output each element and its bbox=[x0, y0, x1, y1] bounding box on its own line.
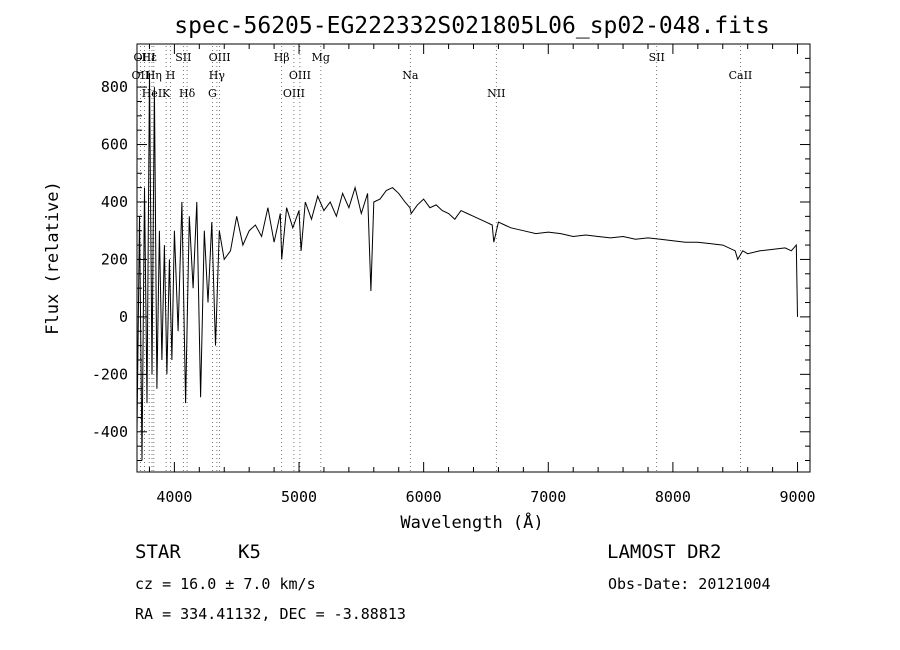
x-tick-label: 9000 bbox=[779, 488, 815, 506]
plot-frame bbox=[136, 43, 811, 473]
y-tick-label: 0 bbox=[119, 308, 128, 326]
y-tick-label: 800 bbox=[101, 78, 128, 96]
spectral-line-label: Hγ bbox=[209, 69, 226, 82]
spectral-line-label: SII bbox=[649, 51, 665, 64]
flux-series-line bbox=[136, 72, 798, 461]
spectral-line-label: Mg bbox=[312, 51, 330, 64]
spectral-line-label: Hδ bbox=[179, 87, 196, 100]
spectral-line-label: H bbox=[166, 69, 176, 82]
observation-date: Obs-Date: 20121004 bbox=[608, 575, 771, 593]
survey-name: LAMOST DR2 bbox=[607, 541, 722, 563]
y-tick-label: 200 bbox=[101, 250, 128, 268]
spectral-line-label: OIII bbox=[209, 51, 231, 64]
chart-title: spec-56205-EG222332S021805L06_sp02-048.f… bbox=[174, 13, 769, 39]
axis-ticks: 4000 5000 6000 7000 8000 9000 -400 -200 0 200 400 6… bbox=[92, 44, 816, 506]
redshift-velocity: cz = 16.0 ± 7.0 km/s bbox=[135, 575, 316, 593]
spectral-line-label: OII bbox=[132, 69, 150, 82]
y-tick-label: 600 bbox=[101, 136, 128, 154]
spectral-line-label: OIII bbox=[133, 51, 155, 64]
x-tick-label: 4000 bbox=[156, 488, 192, 506]
spectral-line-label: G bbox=[208, 87, 217, 100]
x-tick-label: 7000 bbox=[530, 488, 566, 506]
x-axis-label: Wavelength (Å) bbox=[400, 511, 543, 533]
spectral-line-labels: HεOIIHeIOIIIHηKSIIHHδOIIIHγGHβOIIIOIIIMg… bbox=[132, 51, 753, 100]
y-axis-label: Flux (relative) bbox=[43, 181, 63, 335]
spectral-line-label: NII bbox=[487, 87, 505, 100]
x-tick-label: 6000 bbox=[406, 488, 442, 506]
flux-series bbox=[136, 72, 798, 461]
y-tick-label: -200 bbox=[92, 365, 128, 383]
spectral-line-markers bbox=[139, 46, 741, 472]
spectral-line-label: HeI bbox=[142, 87, 162, 100]
spectral-line-label: Hε bbox=[142, 51, 158, 64]
spectral-line-label: Hη bbox=[146, 69, 162, 82]
x-tick-label: 5000 bbox=[281, 488, 317, 506]
x-tick-label: 8000 bbox=[655, 488, 691, 506]
spectral-line-label: CaII bbox=[729, 69, 753, 82]
spectral-line-label: K bbox=[162, 87, 171, 100]
object-class: STAR bbox=[135, 541, 181, 563]
spectral-line-label: OIII bbox=[289, 69, 311, 82]
spectral-line-label: Na bbox=[402, 69, 419, 82]
spectral-line-label: Hβ bbox=[274, 51, 290, 64]
sky-coordinates: RA = 334.41132, DEC = -3.88813 bbox=[135, 605, 406, 623]
spectral-line-label: OIII bbox=[283, 87, 305, 100]
y-tick-label: -400 bbox=[92, 423, 128, 441]
y-tick-label: 400 bbox=[101, 193, 128, 211]
object-subclass: K5 bbox=[238, 541, 261, 563]
spectral-line-label: SII bbox=[175, 51, 191, 64]
